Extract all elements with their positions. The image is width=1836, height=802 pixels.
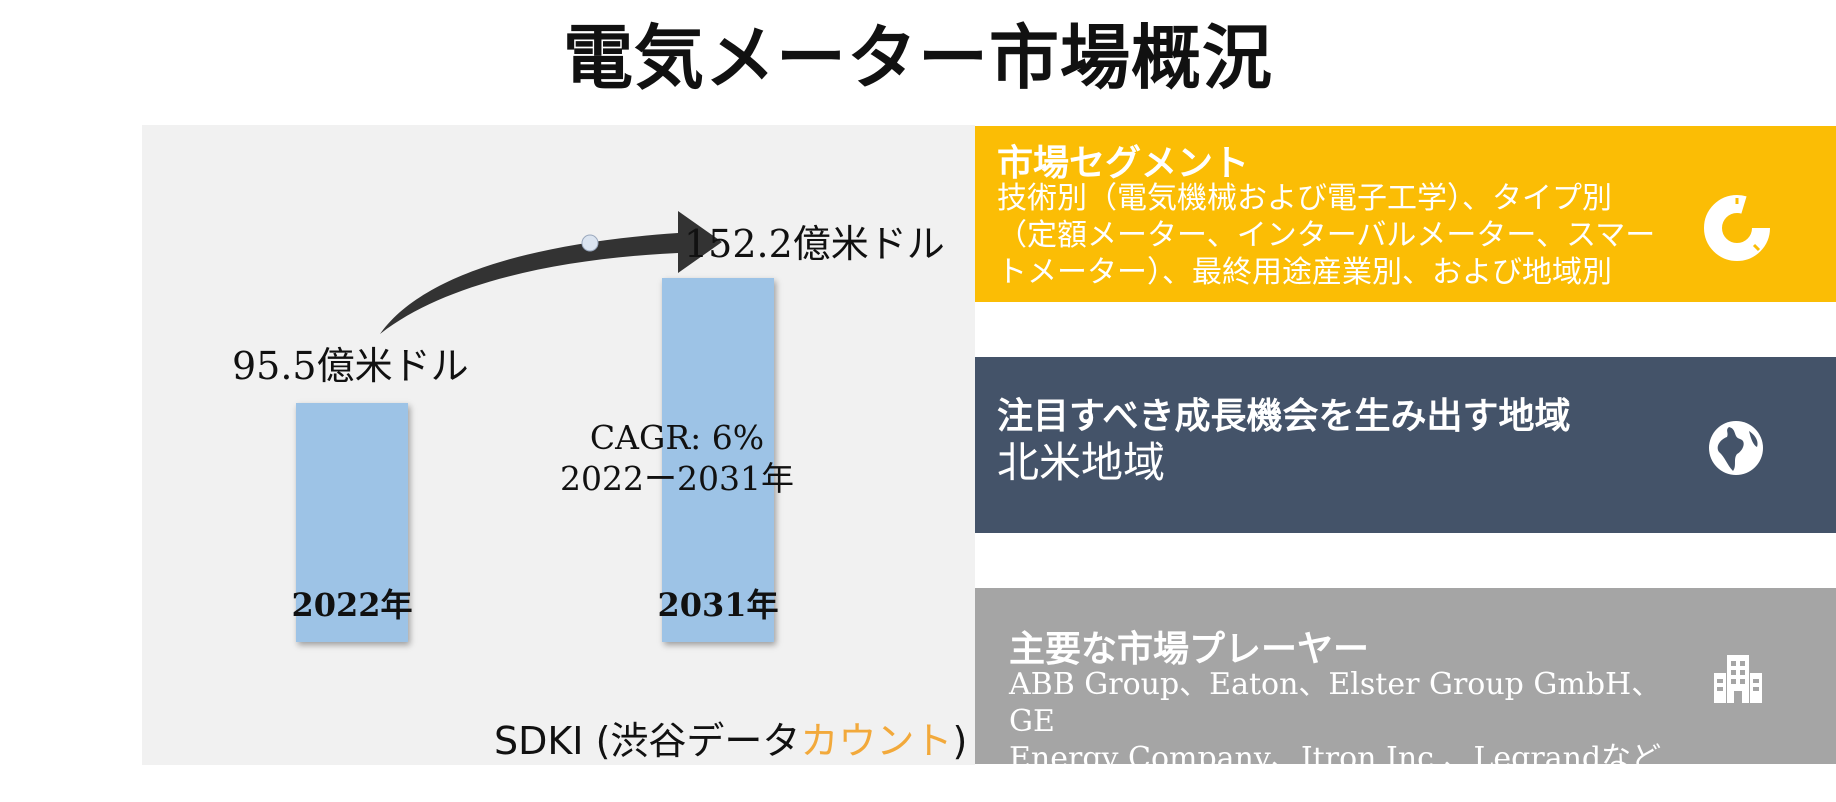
panel-market-segment: 市場セグメント 技術別（電気機械および電子工学）、タイプ別 （定額メーター、イン…: [975, 126, 1836, 302]
brand-suffix: ): [952, 719, 968, 763]
panel-text: ABB Group、Eaton、Elster Group GmbH、GE Ene…: [1009, 666, 1689, 777]
growth-arrow-graphic: [380, 211, 722, 334]
panel-title: 主要な市場プレーヤー: [1009, 628, 1370, 670]
bar-2022: [296, 403, 408, 642]
brand-credit: SDKI (渋谷データカウント): [494, 710, 967, 765]
panel-text-line: 技術別（電気機械および電子工学）、タイプ別: [997, 181, 1612, 216]
brand-accent: カウント: [800, 719, 953, 763]
chart-panel: 2022年 2031年 95.5億米ドル 152.2億米ドル CAGR: 6% …: [142, 125, 975, 765]
cagr-value: CAGR: 6%: [589, 418, 765, 457]
bar-2031: [662, 278, 774, 642]
bar-label-2031: 2031年: [657, 586, 779, 624]
value-label-2031: 152.2億米ドル: [684, 222, 945, 266]
panel-growth-region: 注目すべき成長機会を生み出す地域 北米地域: [975, 357, 1836, 533]
value-label-2022: 95.5億米ドル: [232, 344, 469, 388]
page-title: 電気メーター市場概況: [563, 16, 1273, 99]
panel-title: 注目すべき成長機会を生み出す地域: [997, 395, 1571, 437]
panel-key-players: 主要な市場プレーヤー ABB Group、Eaton、Elster Group …: [975, 588, 1836, 776]
panel-text-line: （定額メーター、インターバルメーター、スマー: [997, 218, 1656, 253]
panel-text: 技術別（電気機械および電子工学）、タイプ別 （定額メーター、インターバルメーター…: [997, 180, 1677, 291]
brand-prefix: SDKI (渋谷データ: [494, 719, 801, 763]
growth-arrow-shape: [380, 211, 722, 334]
bar-label-2022: 2022年: [291, 586, 413, 624]
panel-text-line: Energy Company、Itron Inc.、Legrandなど: [1009, 741, 1662, 776]
arrow-dot: [581, 234, 599, 252]
panel-text: 北米地域: [997, 438, 1166, 487]
globe-icon: [1709, 421, 1763, 475]
donut-chart-icon: [1704, 195, 1770, 261]
cagr-annotation: CAGR: 6% 2022ー2031年: [547, 417, 807, 499]
cagr-period: 2022ー2031年: [560, 459, 794, 498]
building-icon: [1714, 655, 1762, 703]
panel-text-line: トメーター）、最終用途産業別、および地域別: [997, 255, 1612, 290]
panel-text-line: ABB Group、Eaton、Elster Group GmbH、GE: [1009, 667, 1662, 739]
panel-title: 市場セグメント: [997, 142, 1250, 184]
